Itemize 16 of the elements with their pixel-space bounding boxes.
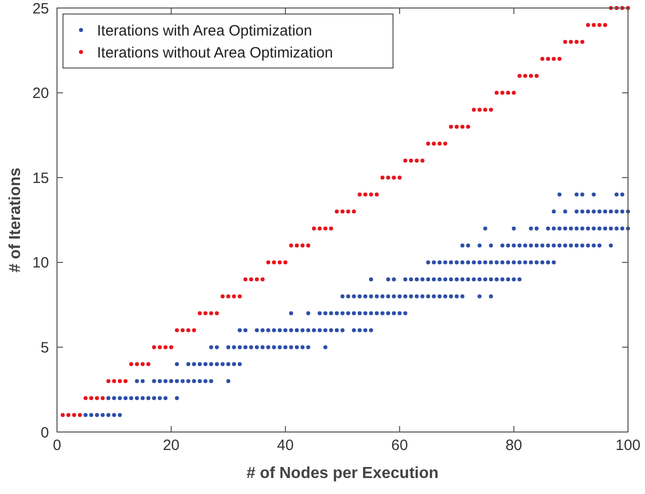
- x-tick-label: 100: [615, 437, 641, 454]
- y-tick-label: 5: [40, 339, 49, 356]
- y-axis-title: # of Iterations: [7, 167, 24, 272]
- x-axis-title: # of Nodes per Execution: [246, 465, 439, 482]
- legend-label: Iterations with Area Optimization: [97, 22, 312, 40]
- x-tick-label: 60: [391, 437, 408, 454]
- y-tick-label: 0: [40, 424, 49, 442]
- x-tick-label: 40: [277, 437, 294, 454]
- x-tick-label: 80: [505, 437, 522, 454]
- y-tick-label: 20: [32, 85, 49, 102]
- y-tick-label: 15: [32, 170, 49, 187]
- y-tick-label: 10: [32, 254, 49, 272]
- x-tick-label: 20: [162, 437, 180, 454]
- legend-label: Iterations without Area Optimization: [97, 44, 333, 62]
- y-tick-label: 25: [32, 0, 49, 18]
- x-tick-label: 0: [52, 437, 62, 454]
